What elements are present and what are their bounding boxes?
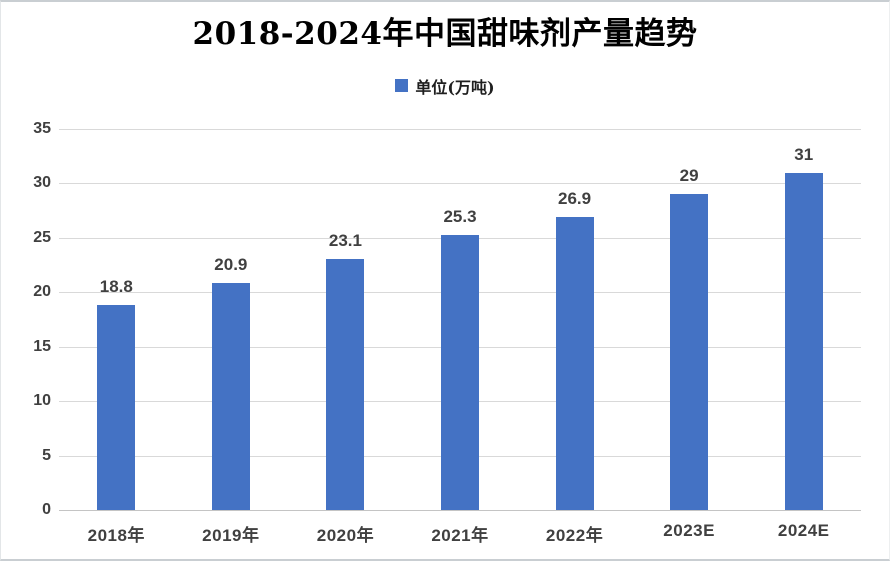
bar [555, 217, 594, 510]
bar-value-label: 18.8 [99, 277, 133, 297]
x-axis-label: 2019年 [202, 526, 260, 545]
y-axis-tick-label: 15 [33, 337, 51, 355]
bar [784, 172, 823, 510]
y-axis-tick-label: 30 [33, 174, 51, 192]
legend-label: 单位(万吨) [415, 77, 495, 97]
x-axis-label: 2022年 [545, 526, 604, 545]
x-axis-label: 2023E [663, 521, 715, 540]
y-axis-tick-label: 25 [33, 228, 51, 246]
bar [97, 305, 136, 510]
bar-value-label: 26.9 [558, 189, 592, 209]
x-axis-label: 2024E [777, 521, 830, 540]
x-axis-label: 2021年 [431, 526, 489, 545]
bar-value-label: 31 [794, 144, 814, 164]
bar [670, 194, 709, 510]
y-axis-tick-label: 20 [33, 283, 51, 301]
y-axis-tick-label: 35 [33, 120, 51, 137]
bar [441, 234, 479, 510]
bar-value-label: 25.3 [443, 206, 477, 226]
legend-swatch [395, 79, 409, 93]
gridline [59, 510, 861, 511]
x-axis-label: 2018年 [87, 526, 145, 545]
legend: 单位(万吨) [1, 74, 889, 98]
bar [326, 258, 365, 510]
chart-title: 2018-2024年中国甜味剂产量趋势 [192, 16, 698, 52]
bar-value-label: 20.9 [214, 254, 248, 274]
bar [211, 282, 250, 510]
gridline [59, 183, 861, 185]
bar-value-label: 23.1 [328, 230, 362, 250]
x-axis-label: 2020年 [316, 526, 375, 545]
plot-area: 0 5 10 15 20 25 30 35 18.8 2018年 20.9 2019年 23.1 2020… [33, 120, 861, 545]
bar-value-label: 29 [679, 166, 699, 186]
y-axis-tick-label: 5 [42, 446, 51, 464]
y-axis-tick-label: 10 [33, 392, 51, 410]
y-axis-tick-label: 0 [42, 501, 51, 518]
gridline [59, 129, 861, 130]
